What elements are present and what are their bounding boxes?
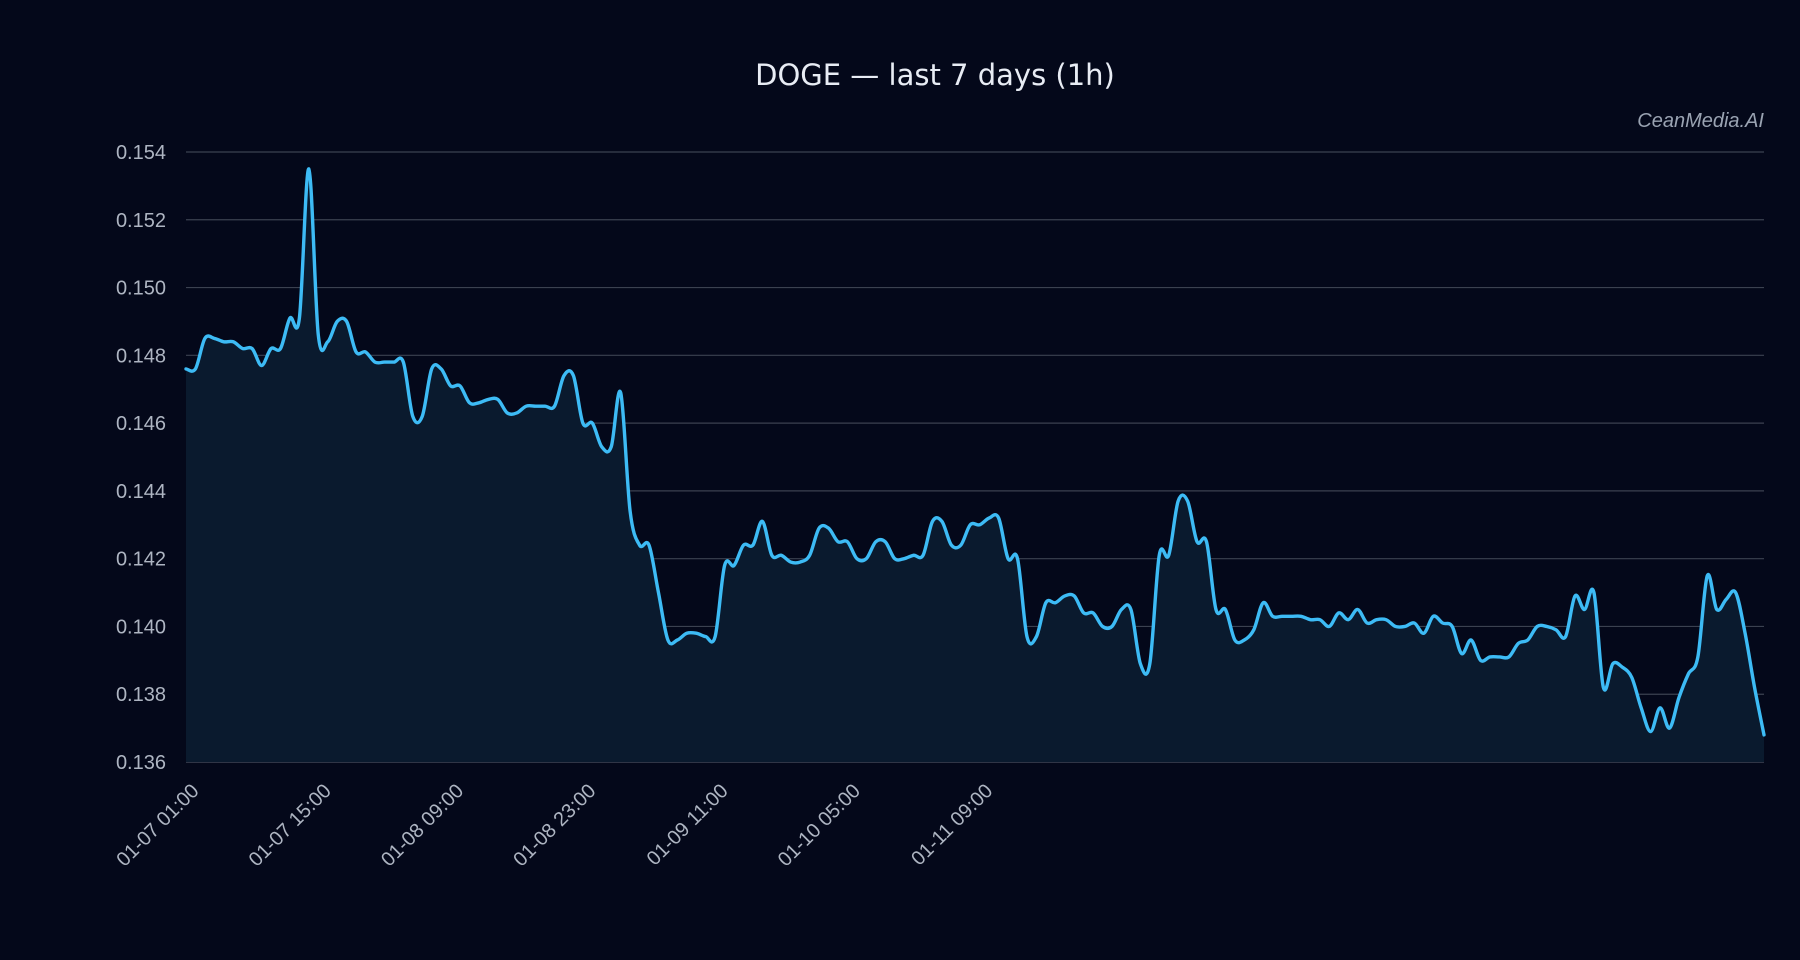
x-tick-label: 01-08 09:00 xyxy=(377,780,468,871)
x-tick-label: 01-11 09:00 xyxy=(907,780,997,870)
y-tick-label: 0.154 xyxy=(116,142,166,164)
y-tick-label: 0.140 xyxy=(116,616,166,638)
watermark: CeanMedia.AI xyxy=(1637,110,1764,132)
x-tick-label: 01-07 01:00 xyxy=(112,780,203,871)
y-tick-label: 0.142 xyxy=(116,549,166,571)
y-tick-label: 0.138 xyxy=(116,684,166,706)
x-tick-label: 01-08 23:00 xyxy=(509,780,600,871)
price-line xyxy=(184,167,1766,737)
series-layer xyxy=(184,167,1766,762)
y-tick-label: 0.144 xyxy=(116,481,166,503)
chart-title: DOGE — last 7 days (1h) xyxy=(755,58,1115,92)
price-area-fill xyxy=(186,168,1764,762)
x-tick-label: 01-09 11:00 xyxy=(643,780,733,870)
y-axis-ticks: 0.136 0.138 0.140 0.142 0.144 0.146 0.148 0.150… xyxy=(116,142,166,774)
y-tick-label: 0.136 xyxy=(116,752,166,774)
y-tick-label: 0.150 xyxy=(116,278,166,300)
y-tick-label: 0.148 xyxy=(116,345,166,367)
x-tick-label: 01-07 15:00 xyxy=(245,780,336,871)
x-axis-ticks: 01-07 01:00 01-07 15:00 01-08 09:00 01-08 2… xyxy=(112,780,997,871)
x-tick-label: 01-10 05:00 xyxy=(774,780,865,871)
y-tick-label: 0.152 xyxy=(116,210,166,232)
y-tick-label: 0.146 xyxy=(116,413,166,435)
